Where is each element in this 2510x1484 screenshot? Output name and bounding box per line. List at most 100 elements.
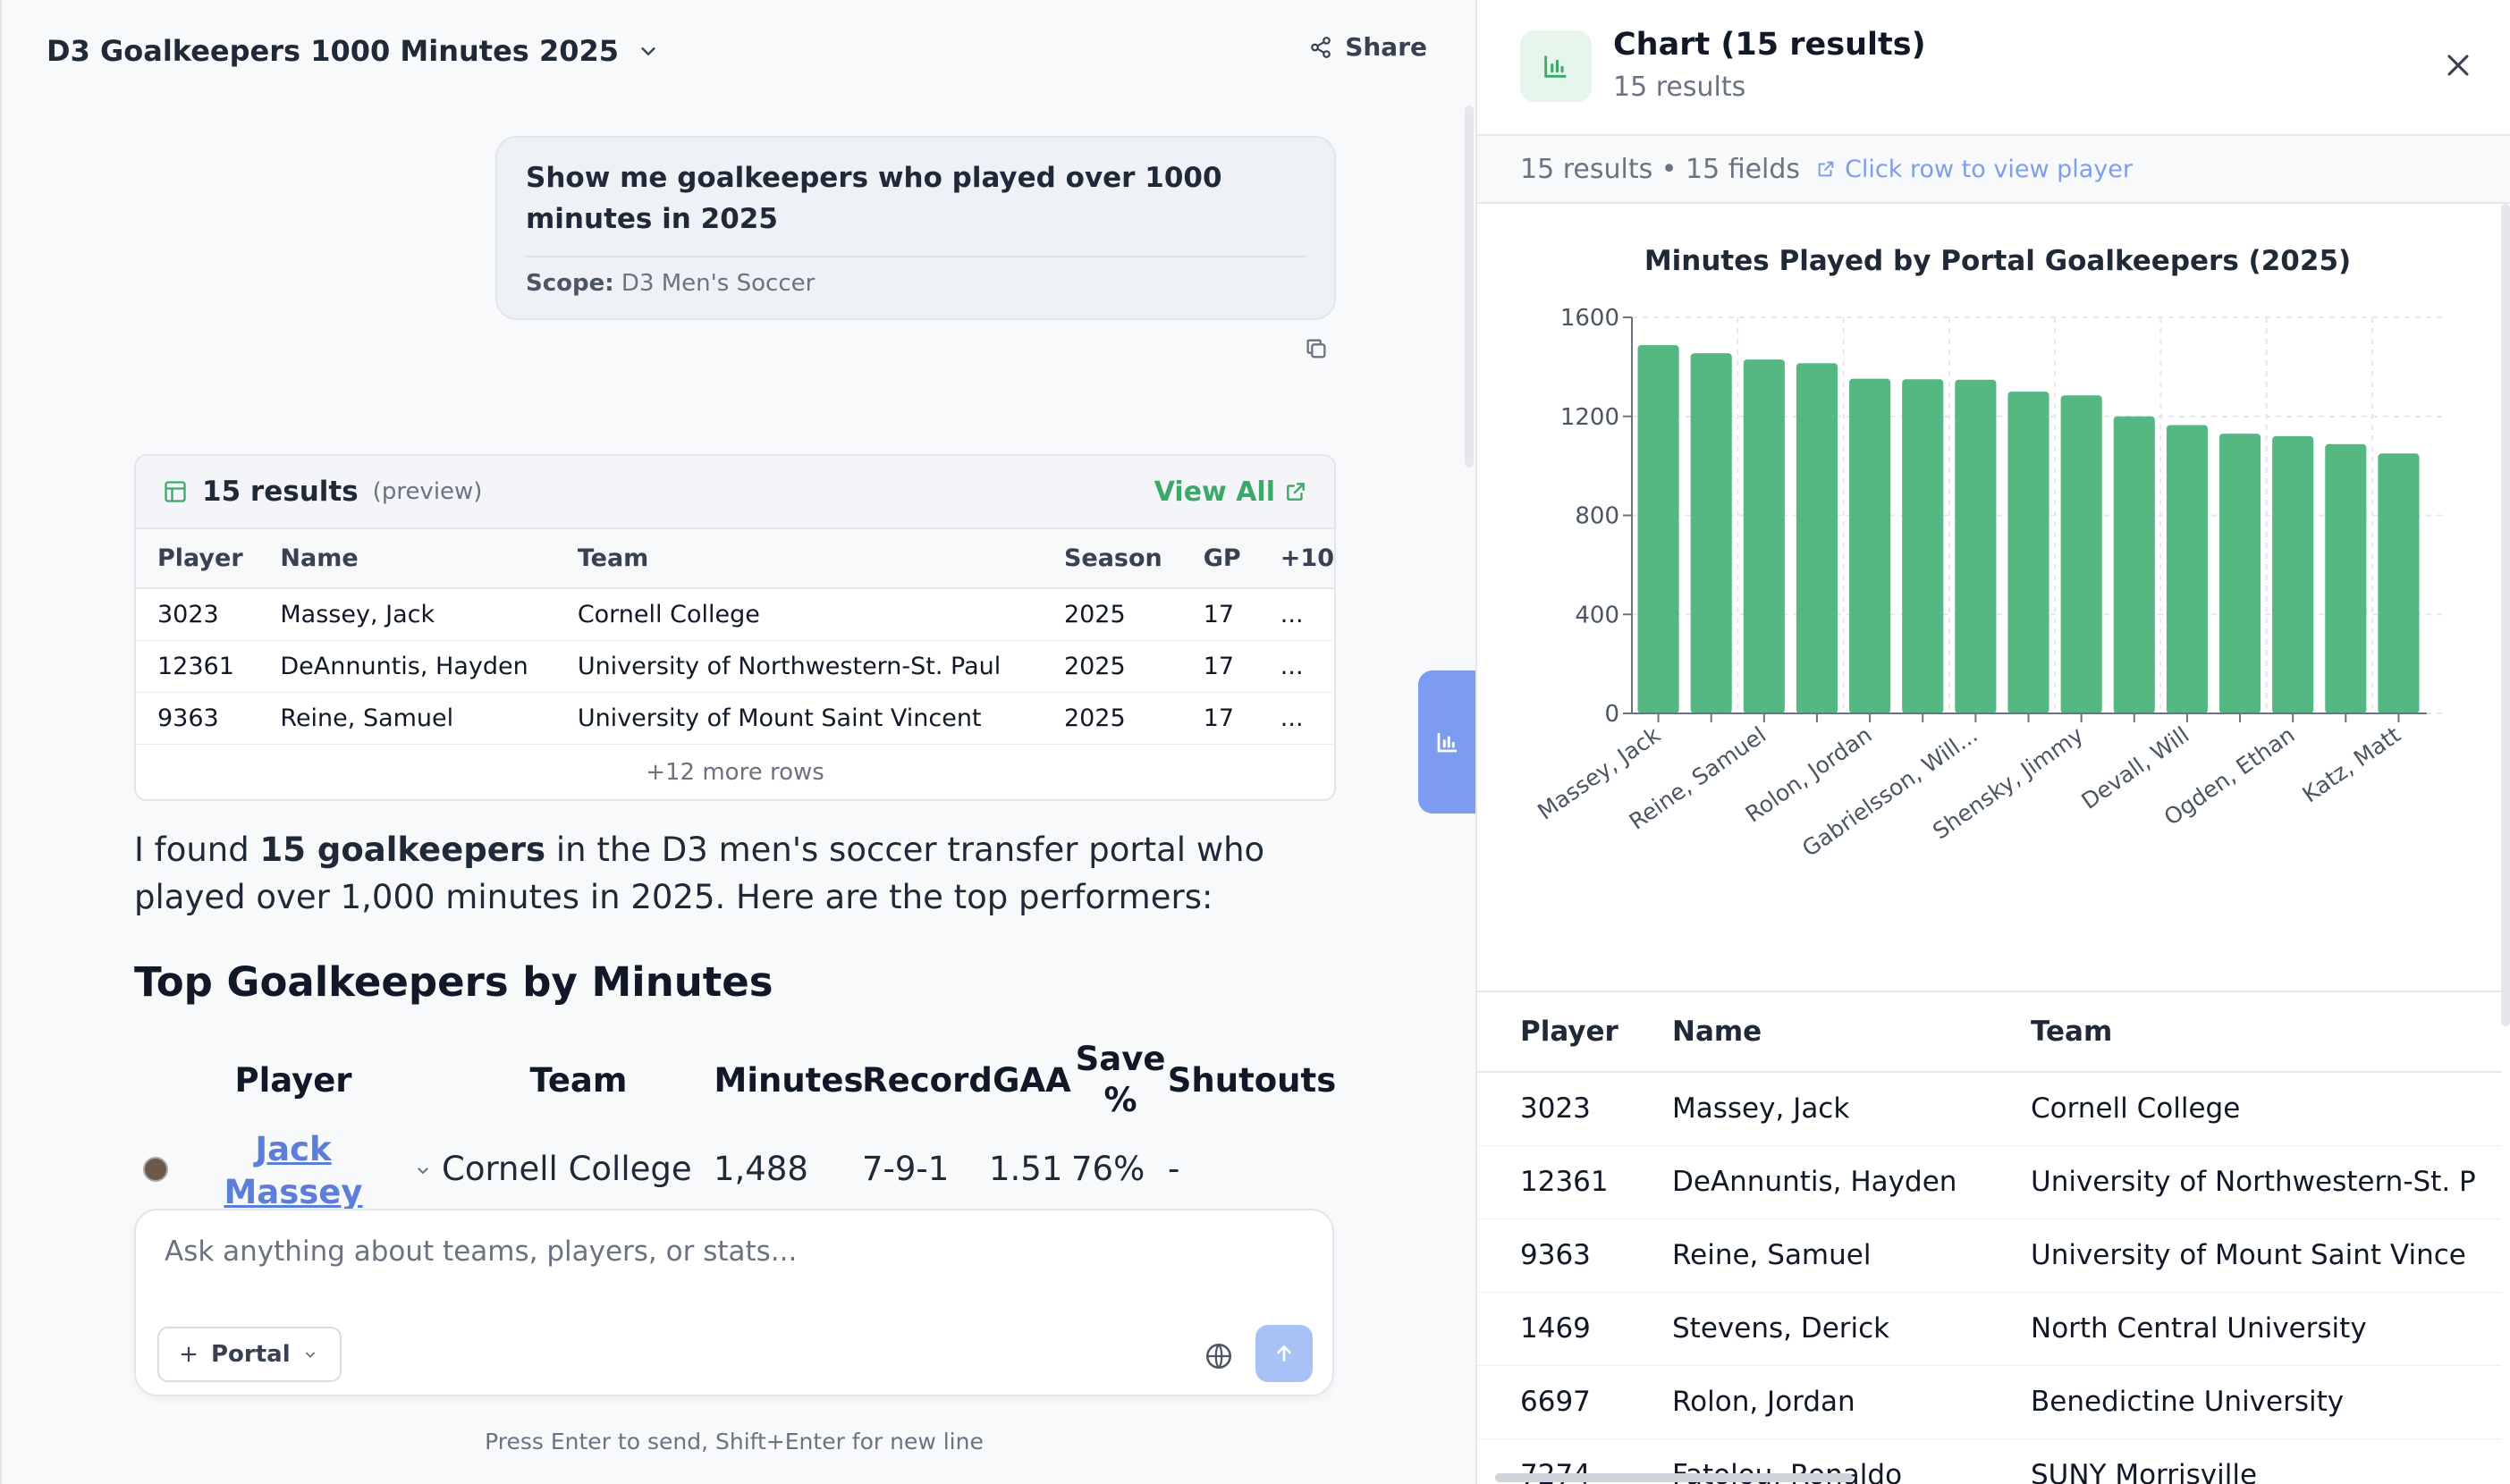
answer-heading: Top Goalkeepers by Minutes [134,958,773,1006]
bar [1690,353,1732,713]
column-header[interactable]: Name [258,529,556,589]
composer-placeholder[interactable]: Ask anything about teams, players, or st… [165,1235,798,1268]
conversation-title[interactable]: D3 Goalkeepers 1000 Minutes 2025 [46,34,658,68]
cell: Massey, Jack [1629,1072,1988,1146]
plus-icon [181,1346,197,1362]
gk-column-save-pct: Save % [1075,1040,1166,1119]
cell: DeAnnuntis, Hayden [1629,1145,1988,1219]
table-row[interactable]: 3023 Massey, Jack Cornell College 2025 1… [136,588,1334,641]
chart-panel-subtitle: 15 results [1613,72,1746,103]
cell: University of Mount Saint Vincent [555,692,1043,745]
bar [2325,443,2367,713]
column-header[interactable]: +10 [1258,529,1334,589]
player-link[interactable]: Jack Massey [224,1130,363,1211]
cell: 12361 [1477,1145,1629,1219]
column-header[interactable]: GP [1181,529,1259,589]
cell: Reine, Samuel [1629,1218,1988,1293]
cell: 9363 [1477,1218,1629,1293]
column-header[interactable]: Player [136,529,259,589]
gk-team: Cornell College [442,1150,692,1188]
chart-panel-title: Chart (15 results) [1613,27,1926,63]
panel-scrollbar[interactable] [2501,204,2510,1026]
cell: Cornell College [555,588,1043,641]
cell: 1469 [1477,1292,1629,1366]
table-row[interactable]: 12361 DeAnnuntis, Hayden University of N… [136,640,1334,693]
assistant-answer: I found 15 goalkeepers in the D3 men's s… [134,826,1350,921]
bar [1849,378,1891,713]
cell: 17 [1181,588,1259,641]
click-row-hint[interactable]: Click row to view player [1816,156,2133,183]
user-message-text: Show me goalkeepers who played over 1000… [526,162,1222,235]
horizontal-scrollbar[interactable] [1495,1473,1853,1482]
bar [2218,434,2261,713]
chevron-down-icon[interactable] [415,1162,431,1178]
chat-scrollbar[interactable] [1465,105,1474,468]
table-row[interactable]: 1469 Stevens, Derick North Central Univers… [1477,1292,2501,1366]
gk-gaa: 1.51 [989,1150,1063,1188]
view-all-label: View All [1154,476,1275,508]
chat-header: D3 Goalkeepers 1000 Minutes 2025 Share [2,0,1477,104]
table-row[interactable]: 9363 Reine, Samuel University of Mount Sai… [1477,1218,2501,1293]
chart-panel-toggle[interactable] [1418,670,1477,814]
globe-icon[interactable] [1204,1341,1234,1371]
cell: 6697 [1477,1365,1629,1439]
cell: ... [1258,692,1334,745]
answer-text: I found [134,831,260,869]
portal-scope-button[interactable]: Portal [157,1327,342,1382]
column-header[interactable]: Season [1042,529,1182,589]
preview-table: Player Name Team Season GP +10 3023 Mass… [136,529,1334,745]
cell: DeAnnuntis, Hayden [258,640,556,693]
y-tick-label: 1600 [1560,305,1619,332]
chart-panel: Chart (15 results) 15 results 15 results… [1475,0,2510,1484]
conversation-title-text: D3 Goalkeepers 1000 Minutes 2025 [46,34,620,68]
bar [1796,363,1838,713]
composer-hint: Press Enter to send, Shift+Enter for new… [485,1429,984,1454]
chat-pane: D3 Goalkeepers 1000 Minutes 2025 Share S… [0,0,1477,1484]
bar [1637,345,1679,713]
chat-composer[interactable]: Ask anything about teams, players, or st… [134,1209,1334,1396]
column-header[interactable]: Team [1988,991,2501,1073]
share-button[interactable]: Share [1309,32,1427,62]
view-all-link[interactable]: View All [1154,476,1307,508]
cell: University of Northwestern-St. P [1988,1145,2501,1219]
chart-panel-header: Chart (15 results) 15 results [1477,0,2510,136]
chevron-down-icon [305,1352,315,1358]
gk-column-team: Team [529,1061,628,1100]
cell: Massey, Jack [258,588,556,641]
y-tick-label: 800 [1575,503,1619,530]
table-row[interactable]: 3023 Massey, Jack Cornell College [1477,1072,2501,1146]
bar [2272,435,2314,713]
column-header[interactable]: Name [1629,991,1988,1073]
cell: 2025 [1042,588,1182,641]
more-rows-label[interactable]: +12 more rows [646,758,824,786]
cell: Cornell College [1988,1072,2501,1146]
chart-area: Minutes Played by Portal Goalkeepers (20… [1477,211,2497,989]
share-icon [1311,36,1331,58]
table-row[interactable]: 12361 DeAnnuntis, Hayden University of Nor… [1477,1145,2501,1219]
table-row[interactable]: 6697 Rolon, Jordan Benedictine University [1477,1365,2501,1439]
copy-icon[interactable] [1304,336,1329,361]
answer-text: in the D3 men's soccer transfer portal w… [134,831,1265,916]
gk-column-minutes: Minutes [714,1061,864,1100]
y-tick-label: 400 [1575,602,1619,628]
close-icon[interactable] [2443,50,2473,80]
cell: ... [1258,640,1334,693]
column-header[interactable]: Team [555,529,1043,589]
scope-value: D3 Men's Soccer [621,270,816,297]
preview-label: (preview) [372,478,483,505]
column-header[interactable]: Player [1477,991,1629,1073]
preview-table-header: Player Name Team Season GP +10 [136,529,1334,589]
bar-chart-icon [1520,30,1592,102]
results-count: 15 results [202,476,359,508]
table-row[interactable]: 7274 Fatolou, Ronaldo SUNY Morrisville [1477,1438,2501,1484]
chart-title: Minutes Played by Portal Goalkeepers (20… [1644,245,2352,277]
cell: ... [1258,588,1334,641]
gk-column-shutouts: Shutouts [1167,1061,1337,1100]
table-row[interactable]: 9363 Reine, Samuel University of Mount S… [136,692,1334,745]
user-message: Show me goalkeepers who played over 1000… [495,136,1336,320]
gk-column-record: Record [862,1061,993,1100]
send-button[interactable] [1255,1325,1313,1382]
table-icon [165,481,186,502]
scope-line: Scope: D3 Men's Soccer [526,270,1306,297]
